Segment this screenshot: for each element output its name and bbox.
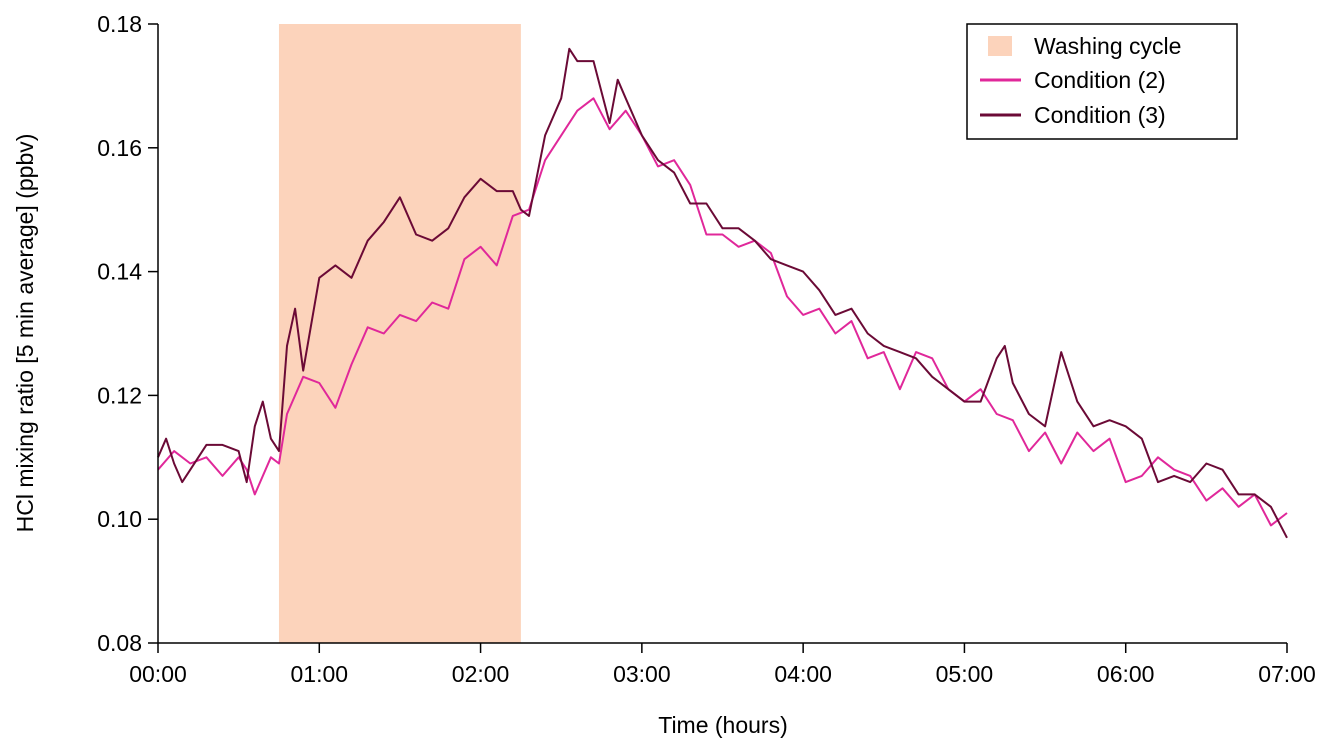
y-tick-label: 0.14 xyxy=(97,259,142,285)
legend-swatch-washing-cycle xyxy=(988,36,1012,56)
y-tick-label: 0.18 xyxy=(97,11,142,37)
y-axis-title: HCl mixing ratio [5 min average] (ppbv) xyxy=(12,134,38,533)
y-tick-label: 0.12 xyxy=(97,382,142,408)
legend-label-condition-2: Condition (2) xyxy=(1034,67,1166,93)
x-tick-label: 07:00 xyxy=(1258,661,1316,687)
legend-label-washing-cycle: Washing cycle xyxy=(1034,33,1181,59)
series-line-condition-2 xyxy=(157,97,1288,527)
legend-label-condition-3: Condition (3) xyxy=(1034,102,1166,128)
y-tick-label: 0.10 xyxy=(97,506,142,532)
x-tick-label: 05:00 xyxy=(936,661,994,687)
x-axis: 00:00 01:00 02:00 03:00 04:00 05:00 06:00 07:00 xyxy=(129,642,1316,687)
x-tick-label: 03:00 xyxy=(613,661,671,687)
series-line-condition-3 xyxy=(157,47,1288,539)
x-tick-label: 02:00 xyxy=(452,661,510,687)
y-tick-label: 0.08 xyxy=(97,630,142,656)
x-tick-label: 00:00 xyxy=(129,661,187,687)
x-axis-title: Time (hours) xyxy=(658,712,788,738)
washing-cycle-region xyxy=(278,24,521,643)
x-tick-label: 04:00 xyxy=(774,661,832,687)
plot-area xyxy=(157,24,1288,643)
x-tick-label: 01:00 xyxy=(291,661,349,687)
legend: Washing cycle Condition (2) Condition (3… xyxy=(966,23,1238,140)
y-axis: 0.08 0.10 0.12 0.14 0.16 0.18 xyxy=(97,11,159,656)
y-tick-label: 0.16 xyxy=(97,135,142,161)
x-tick-label: 06:00 xyxy=(1097,661,1155,687)
